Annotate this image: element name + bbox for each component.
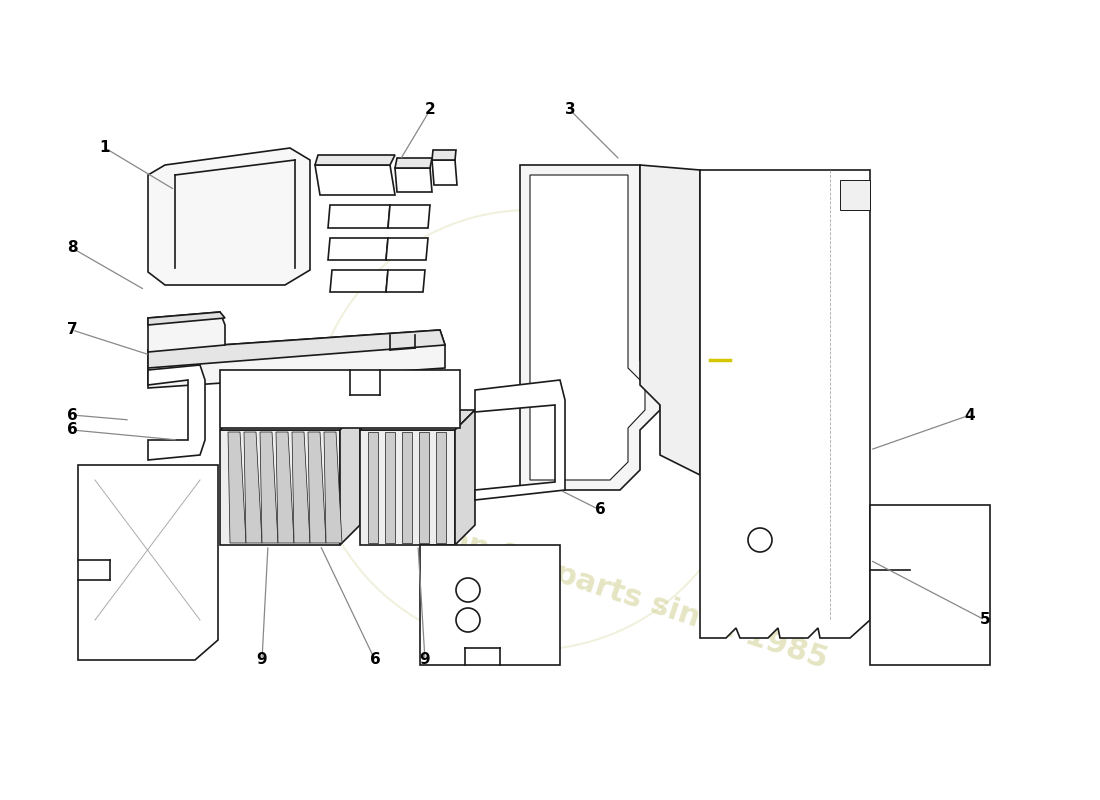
- Text: 6: 6: [67, 422, 77, 438]
- Polygon shape: [530, 175, 645, 480]
- Text: 6: 6: [370, 653, 381, 667]
- Polygon shape: [700, 170, 870, 638]
- Polygon shape: [475, 380, 565, 500]
- Text: a passion for parts since 1985: a passion for parts since 1985: [329, 486, 832, 674]
- Polygon shape: [244, 432, 262, 543]
- Polygon shape: [360, 410, 475, 430]
- Polygon shape: [640, 165, 700, 475]
- Polygon shape: [395, 158, 432, 168]
- Polygon shape: [148, 365, 205, 460]
- Polygon shape: [520, 165, 660, 490]
- Polygon shape: [328, 205, 390, 228]
- Polygon shape: [388, 205, 430, 228]
- Polygon shape: [228, 432, 246, 543]
- Polygon shape: [220, 410, 360, 430]
- Polygon shape: [220, 430, 340, 545]
- Polygon shape: [220, 370, 460, 428]
- Text: 5: 5: [980, 613, 990, 627]
- Polygon shape: [315, 165, 395, 195]
- Text: 1: 1: [100, 141, 110, 155]
- Polygon shape: [840, 180, 870, 210]
- Polygon shape: [148, 312, 225, 325]
- Polygon shape: [148, 312, 225, 352]
- Polygon shape: [386, 270, 425, 292]
- Text: 9: 9: [420, 653, 430, 667]
- Polygon shape: [455, 410, 475, 545]
- Text: 9: 9: [256, 653, 267, 667]
- Polygon shape: [330, 270, 388, 292]
- Polygon shape: [419, 432, 429, 543]
- Text: 7: 7: [67, 322, 77, 338]
- Text: 6: 6: [595, 502, 605, 518]
- Text: 4: 4: [965, 407, 976, 422]
- Polygon shape: [385, 432, 395, 543]
- Polygon shape: [340, 410, 360, 545]
- Polygon shape: [395, 168, 432, 192]
- Text: 8: 8: [67, 241, 77, 255]
- Polygon shape: [276, 432, 294, 543]
- Polygon shape: [328, 238, 388, 260]
- Polygon shape: [148, 330, 446, 368]
- Polygon shape: [308, 432, 326, 543]
- Polygon shape: [78, 465, 218, 660]
- Polygon shape: [360, 430, 455, 545]
- Polygon shape: [402, 432, 412, 543]
- Polygon shape: [148, 148, 310, 285]
- Polygon shape: [292, 432, 310, 543]
- Text: eu: eu: [214, 392, 465, 568]
- Text: 6: 6: [67, 407, 77, 422]
- Polygon shape: [260, 432, 278, 543]
- Polygon shape: [420, 545, 560, 665]
- Text: 2: 2: [425, 102, 436, 118]
- Polygon shape: [432, 150, 456, 160]
- Polygon shape: [870, 505, 990, 665]
- Polygon shape: [324, 432, 342, 543]
- Polygon shape: [315, 155, 395, 165]
- Polygon shape: [386, 238, 428, 260]
- Polygon shape: [436, 432, 446, 543]
- Polygon shape: [148, 330, 446, 388]
- Text: 3: 3: [564, 102, 575, 118]
- Polygon shape: [432, 160, 456, 185]
- Polygon shape: [368, 432, 378, 543]
